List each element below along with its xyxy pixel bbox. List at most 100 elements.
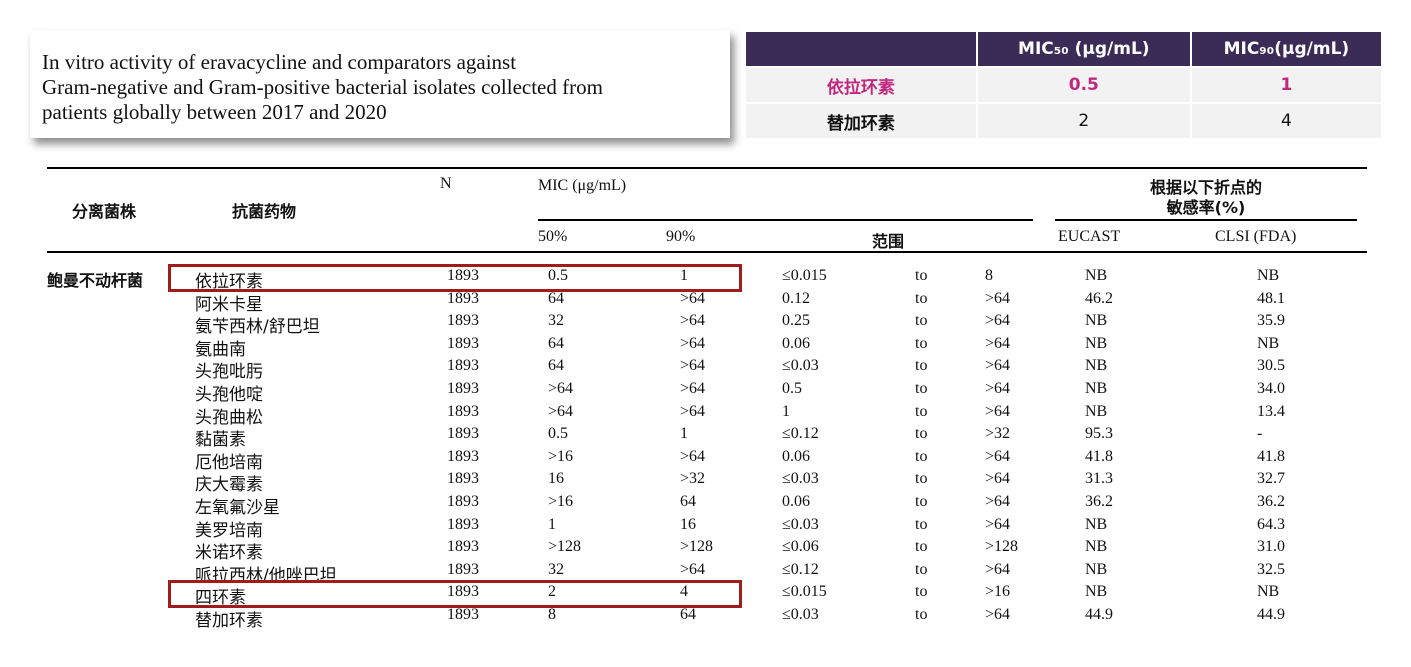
- cell: 1893: [447, 334, 479, 352]
- rule-line: [538, 219, 1033, 221]
- cell: 1: [680, 425, 688, 443]
- cell: 64.3: [1257, 515, 1285, 533]
- organism-label: 鲍曼不动杆菌: [47, 271, 144, 290]
- cell: NB: [1085, 380, 1108, 397]
- summary-cell: 4: [1191, 104, 1381, 138]
- cell: >64: [680, 334, 706, 352]
- cell: to: [915, 470, 928, 488]
- cell: >64: [680, 447, 706, 465]
- cell: 13.4: [1257, 402, 1285, 420]
- cell: >64: [680, 312, 706, 330]
- rule-line: [47, 167, 1367, 169]
- summary-row: 依拉环素 0.5 1: [746, 68, 1383, 102]
- cell: to: [915, 447, 928, 465]
- cell: ≤0.03: [782, 606, 819, 623]
- cell: to: [915, 515, 928, 533]
- cell: 1893: [447, 357, 479, 375]
- summary-cell: 2: [977, 104, 1190, 138]
- cell: 依拉环素: [195, 272, 263, 292]
- cell: 1893: [447, 470, 479, 488]
- summary-cell: 0.5: [977, 68, 1190, 102]
- cell: >16: [548, 493, 574, 510]
- cell: >128: [985, 538, 1019, 556]
- cell: NB: [1085, 402, 1108, 420]
- cell: to: [915, 425, 928, 443]
- cell: to: [915, 357, 928, 375]
- cell: 41.8: [1257, 447, 1285, 465]
- cell: 1893: [447, 447, 479, 465]
- cell: NB: [1085, 515, 1108, 533]
- cell: 0.5: [548, 425, 568, 443]
- cell: >64: [985, 560, 1011, 578]
- cell: 0.25: [782, 312, 810, 330]
- header-label: EUCAST: [1058, 228, 1121, 245]
- title-line: In vitro activity of eravacycline and co…: [42, 50, 517, 74]
- cell: to: [915, 267, 928, 284]
- cell: 32.7: [1257, 470, 1285, 488]
- cell: 44.9: [1085, 606, 1113, 623]
- cell: 替加环素: [195, 611, 263, 631]
- header-label: 范围: [872, 232, 905, 251]
- cell: 1893: [447, 493, 479, 510]
- summary-cell: 1: [1191, 68, 1381, 102]
- cell: 庆大霉素: [195, 475, 263, 496]
- cell: NB: [1085, 334, 1108, 352]
- cell: 1893: [447, 402, 479, 420]
- cell: 48.1: [1257, 289, 1285, 307]
- summary-header: MIC₅₀ (μg/mL) MIC₉₀(μg/mL): [746, 32, 1383, 66]
- cell: 0.06: [782, 493, 810, 510]
- cell: 44.9: [1257, 606, 1285, 623]
- cell: NB: [1257, 267, 1280, 284]
- rule-line: [1055, 219, 1357, 221]
- cell: to: [915, 402, 928, 420]
- rule-line: [47, 251, 1367, 253]
- cell: >32: [680, 470, 706, 488]
- cell: NB: [1085, 312, 1108, 330]
- cell: >16: [548, 447, 574, 465]
- cell: >64: [985, 447, 1011, 465]
- cell: 36.2: [1257, 493, 1285, 510]
- cell: 46.2: [1085, 289, 1113, 307]
- cell: >64: [985, 380, 1011, 397]
- cell: to: [915, 583, 928, 601]
- cell: to: [915, 289, 928, 307]
- cell: 美罗培南: [195, 520, 263, 541]
- cell: 8: [548, 606, 556, 623]
- cell: NB: [1085, 267, 1108, 284]
- cell: >64: [985, 515, 1011, 533]
- cell: NB: [1085, 583, 1108, 601]
- cell: >64: [985, 312, 1011, 330]
- cell: 30.5: [1257, 357, 1285, 375]
- cell: ≤0.015: [782, 267, 827, 284]
- cell: 64: [680, 493, 696, 510]
- cell: to: [915, 334, 928, 352]
- cell: to: [915, 538, 928, 556]
- cell: >64: [985, 493, 1011, 510]
- cell: >16: [985, 583, 1011, 601]
- header-label: 50%: [538, 228, 568, 245]
- cell: 1893: [447, 606, 479, 623]
- cell: >64: [680, 380, 706, 397]
- cell: 头孢吡肟: [195, 362, 263, 383]
- cell: 1893: [447, 267, 479, 284]
- cell: 阿米卡星: [195, 294, 263, 315]
- cell: 0.12: [782, 289, 810, 307]
- cell: 1893: [447, 425, 479, 443]
- cell: >64: [985, 606, 1011, 623]
- header-label: 敏感率(%): [1166, 198, 1246, 217]
- cell: 0.5: [782, 380, 802, 397]
- cell: 氨曲南: [195, 339, 246, 360]
- cell: 黏菌素: [195, 430, 246, 451]
- cell: >128: [680, 538, 714, 556]
- cell: >64: [985, 470, 1011, 488]
- cell: 四环素: [195, 588, 246, 609]
- cell: to: [915, 380, 928, 397]
- cell: 4: [680, 583, 688, 601]
- header-cell: MIC₉₀(μg/mL): [1191, 32, 1381, 66]
- cell: 34.0: [1257, 380, 1285, 397]
- cell: 16: [548, 470, 564, 488]
- cell: 头孢曲松: [195, 407, 263, 428]
- cell: NB: [1085, 560, 1108, 578]
- cell: NB: [1257, 334, 1280, 352]
